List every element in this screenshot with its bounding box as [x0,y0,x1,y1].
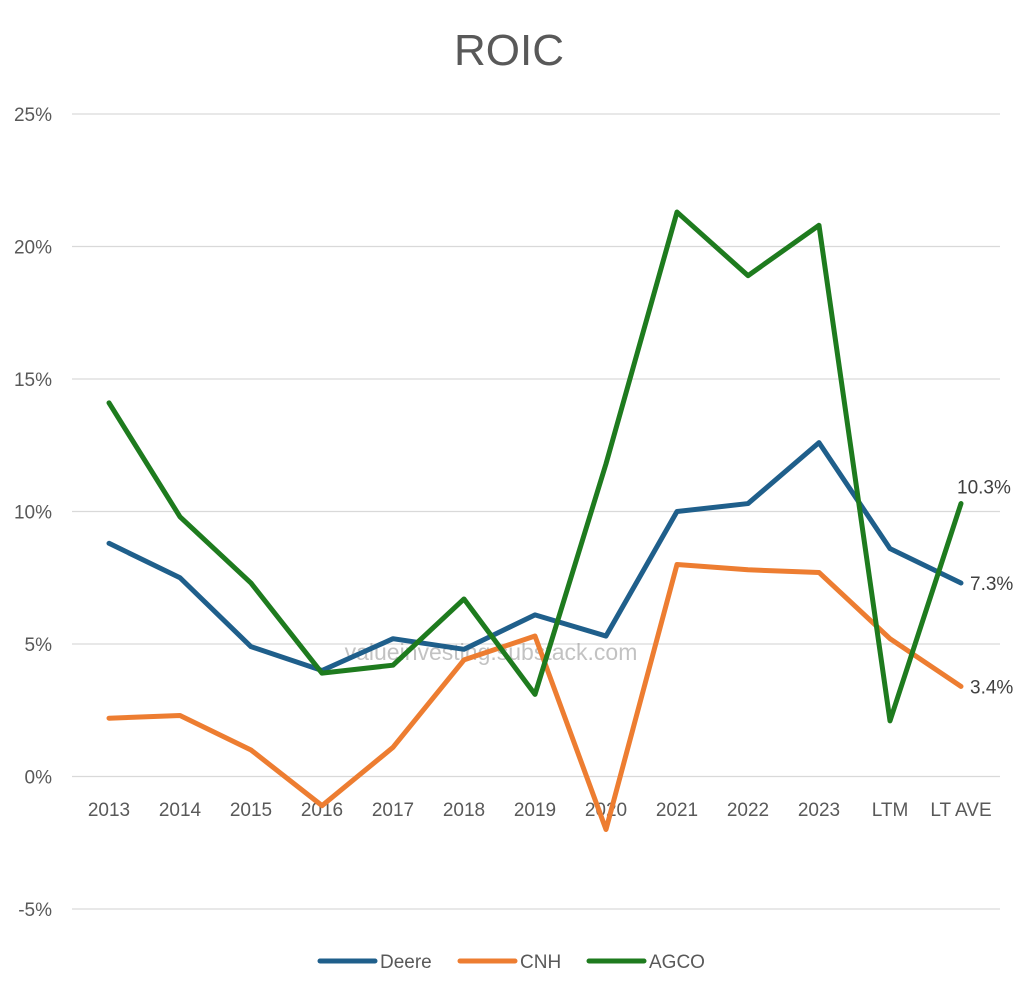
y-tick-label: 20% [14,238,52,259]
end-label-agco: 10.3% [957,478,1011,499]
legend-label-agco: AGCO [649,952,705,973]
x-tick-label: 2022 [727,800,769,821]
legend-label-deere: Deere [380,952,432,973]
legend: Deere CNH AGCO [317,952,705,973]
x-tick-label: 2019 [514,800,556,821]
series-line-cnh [106,562,964,832]
x-axis-tick-labels: 2013 2014 2015 2016 2017 2018 2019 2020 2021 2022… [88,800,992,821]
x-tick-label: 2023 [798,800,840,821]
series-line-agco [106,209,964,724]
end-value-labels: 7.3% 3.4% 10.3% [957,478,1013,699]
legend-label-cnh: CNH [520,952,561,973]
x-tick-label: LT AVE [930,800,991,821]
y-tick-label: 15% [14,370,52,391]
x-tick-label: 2016 [301,800,343,821]
y-axis-tick-labels: -5% 0% 5% 10% 15% 20% 25% [14,105,52,921]
x-tick-label: LTM [872,800,909,821]
chart-title: ROIC [454,26,564,75]
x-tick-label: 2015 [230,800,272,821]
series-line-deere [106,440,964,673]
y-tick-label: 0% [25,768,53,789]
end-label-cnh: 3.4% [970,677,1013,698]
x-tick-label: 2018 [443,800,485,821]
series-lines [106,209,964,832]
y-tick-label: 25% [14,105,52,126]
y-tick-label: 10% [14,503,52,524]
x-tick-label: 2017 [372,800,414,821]
x-tick-label: 2013 [88,800,130,821]
x-tick-label: 2021 [656,800,698,821]
y-tick-label: 5% [25,635,53,656]
x-tick-label: 2020 [585,800,627,821]
y-tick-label: -5% [18,900,52,921]
x-tick-label: 2014 [159,800,202,821]
end-label-deere: 7.3% [970,574,1013,595]
